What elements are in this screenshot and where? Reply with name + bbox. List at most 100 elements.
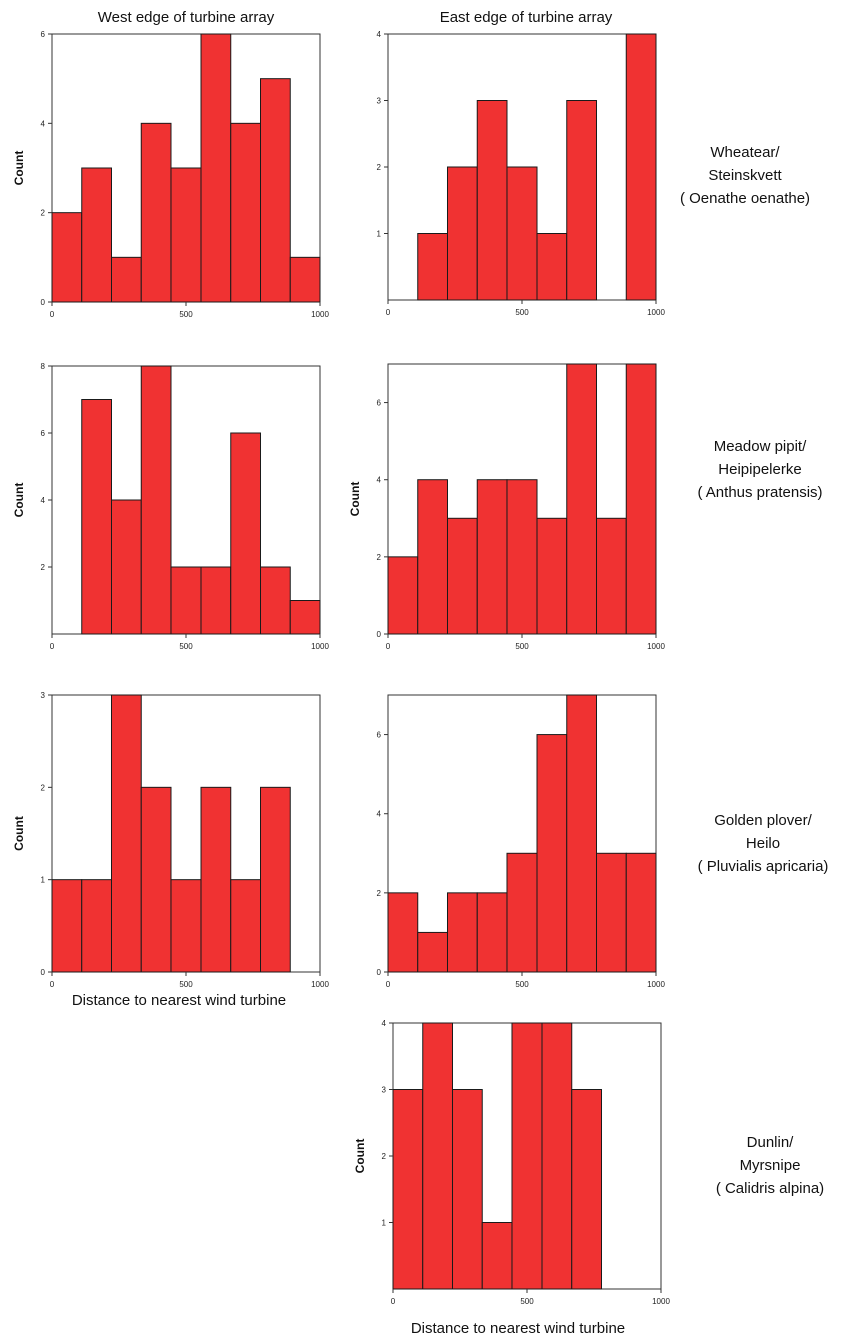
y-tick-label: 6	[41, 30, 46, 39]
histogram-bar	[200, 786, 232, 973]
x-tick-label: 0	[50, 642, 55, 651]
histogram-bar	[511, 1022, 543, 1290]
species-label-wheatear: Wheatear/ Steinskvett ( Oenathe oenathe)	[680, 144, 810, 207]
y-tick-label: 6	[377, 399, 382, 408]
x-tick-label: 500	[179, 310, 193, 319]
histogram-bar	[140, 365, 172, 635]
histogram-bar	[110, 499, 142, 635]
histogram-bar	[476, 100, 508, 301]
y-tick-label: 6	[41, 429, 46, 438]
y-tick-label: 4	[377, 30, 382, 39]
histogram-bar	[230, 432, 262, 635]
y-tick-label: 3	[41, 691, 46, 700]
histogram-panels: 0 500 1000 0 2 4 6 Count 0 500 1000 1 2 3 4 0 500 1000 2 4 6…	[12, 30, 670, 1306]
species-label-line: Steinskvett	[708, 167, 782, 184]
x-tick-label: 500	[515, 980, 529, 989]
histogram-bar	[170, 879, 202, 973]
histogram-bar	[625, 852, 657, 973]
y-tick-label: 2	[41, 783, 46, 792]
y-tick-label: 2	[377, 553, 382, 562]
y-tick-label: 8	[41, 362, 46, 371]
x-tick-label: 1000	[647, 642, 665, 651]
x-tick-label: 1000	[311, 642, 329, 651]
x-tick-label: 1000	[311, 310, 329, 319]
histogram-bar	[140, 786, 172, 973]
species-label-line: ( Calidris alpina)	[716, 1180, 824, 1197]
species-label-meadow-pipit: Meadow pipit/ Heipipelerke ( Anthus prat…	[697, 438, 822, 501]
histogram-bar	[170, 167, 202, 303]
y-tick-label: 0	[41, 298, 46, 307]
histogram-bar	[536, 233, 568, 301]
histogram-bar	[625, 33, 657, 301]
histogram-meadow-pipit-east: 0 500 1000 0 2 4 6 Count	[348, 363, 665, 651]
y-tick-label: 4	[377, 476, 382, 485]
species-label-line: ( Anthus pratensis)	[697, 484, 822, 501]
histogram-bar	[506, 479, 538, 635]
x-tick-label: 1000	[647, 308, 665, 317]
species-label-line: Golden plover/	[714, 812, 812, 829]
histogram-wheatear-east: 0 500 1000 1 2 3 4	[377, 30, 666, 317]
histogram-bar	[260, 786, 291, 973]
y-axis-label: Count	[12, 483, 26, 518]
x-tick-label: 0	[386, 308, 391, 317]
x-tick-label: 500	[515, 642, 529, 651]
histogram-golden-plover-west: 0 500 1000 0 1 2 3 Count	[12, 691, 329, 989]
histogram-bar	[566, 363, 598, 635]
histogram-bar	[230, 122, 262, 303]
histogram-bar	[476, 479, 508, 635]
x-tick-label: 1000	[652, 1297, 670, 1306]
x-tick-label: 500	[179, 980, 193, 989]
y-tick-label: 4	[377, 810, 382, 819]
histogram-bar	[81, 167, 112, 303]
histogram-bar	[536, 734, 568, 973]
y-tick-label: 3	[382, 1086, 387, 1095]
species-label-dunlin: Dunlin/ Myrsnipe ( Calidris alpina)	[716, 1134, 824, 1197]
histogram-bar	[200, 33, 232, 303]
x-tick-label: 500	[515, 308, 529, 317]
y-tick-label: 1	[382, 1219, 387, 1228]
histogram-bar	[387, 556, 419, 635]
y-tick-label: 0	[377, 968, 382, 977]
histogram-bar	[625, 363, 657, 635]
histogram-dunlin-east: 0 500 1000 1 2 3 4 Count	[353, 1019, 670, 1306]
y-tick-label: 2	[377, 889, 382, 898]
histogram-bar	[110, 256, 142, 303]
y-axis-label: Count	[353, 1139, 367, 1174]
histogram-bar	[170, 566, 202, 635]
x-tick-label: 0	[50, 980, 55, 989]
y-tick-label: 2	[41, 563, 46, 572]
histogram-bar	[200, 566, 232, 635]
histogram-bar	[417, 479, 448, 635]
x-tick-label: 0	[391, 1297, 396, 1306]
x-axis-title-west: Distance to nearest wind turbine	[72, 992, 286, 1009]
histogram-bar	[417, 233, 448, 301]
histogram-bar	[476, 892, 508, 973]
histogram-bar	[566, 694, 598, 973]
y-tick-label: 2	[377, 163, 382, 172]
y-axis-label: Count	[12, 151, 26, 186]
x-tick-label: 0	[386, 980, 391, 989]
histogram-bar	[230, 879, 262, 973]
species-label-line: ( Pluvialis apricaria)	[698, 858, 829, 875]
species-label-line: Meadow pipit/	[714, 438, 807, 455]
x-tick-label: 500	[520, 1297, 534, 1306]
y-tick-label: 2	[41, 209, 46, 218]
histogram-bar	[451, 1089, 483, 1290]
histogram-wheatear-west: 0 500 1000 0 2 4 6 Count	[12, 30, 329, 319]
histogram-bar	[260, 566, 291, 635]
species-label-line: ( Oenathe oenathe)	[680, 190, 810, 207]
histogram-bar	[81, 399, 112, 635]
x-tick-label: 1000	[311, 980, 329, 989]
y-axis-label: Count	[348, 482, 362, 517]
y-tick-label: 2	[382, 1152, 387, 1161]
y-tick-label: 3	[377, 97, 382, 106]
histogram-bar	[110, 694, 142, 973]
histogram-bar	[417, 931, 448, 973]
species-label-line: Heilo	[746, 835, 780, 852]
histogram-bar	[387, 892, 419, 973]
species-label-line: Heipipelerke	[718, 461, 801, 478]
histogram-bar	[566, 100, 598, 301]
y-tick-label: 4	[41, 119, 46, 128]
histogram-bar	[506, 852, 538, 973]
